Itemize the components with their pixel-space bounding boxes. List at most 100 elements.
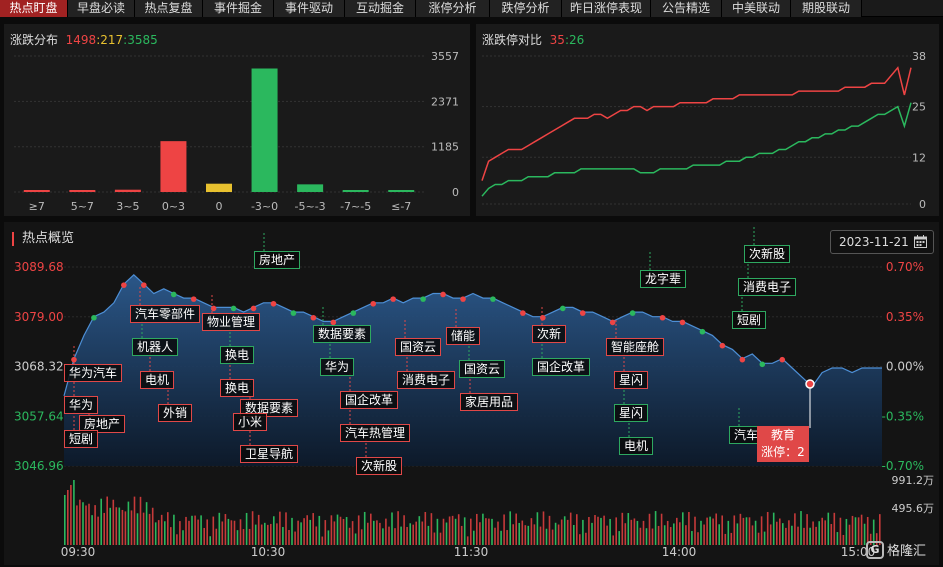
event-dot[interactable] xyxy=(350,310,357,316)
y-tick-label: 25 xyxy=(912,101,926,114)
hot-tag[interactable]: 次新 xyxy=(532,325,567,343)
event-dot[interactable] xyxy=(579,310,586,316)
volume-bar xyxy=(333,521,336,545)
hot-tag[interactable]: 华为 xyxy=(320,358,355,376)
event-dot[interactable] xyxy=(559,305,566,312)
tab-6[interactable]: 涨停分析 xyxy=(416,0,490,17)
volume-bar xyxy=(669,527,672,545)
hot-tag[interactable]: 短剧 xyxy=(64,430,99,448)
hot-tag[interactable]: 汽车零部件 xyxy=(130,305,201,323)
volume-bar xyxy=(79,499,81,545)
event-dot[interactable] xyxy=(739,356,746,363)
event-dot[interactable] xyxy=(520,310,526,316)
tab-9[interactable]: 公告精选 xyxy=(651,0,722,17)
hot-tag[interactable]: 换电 xyxy=(220,346,255,364)
tab-10[interactable]: 中美联动 xyxy=(722,0,791,17)
volume-bar xyxy=(442,518,445,545)
event-dot[interactable] xyxy=(659,314,666,321)
event-dot[interactable] xyxy=(779,356,786,363)
hot-tag[interactable]: 消费电子 xyxy=(738,278,797,296)
tab-3[interactable]: 事件掘金 xyxy=(203,0,274,17)
date-picker[interactable]: 2023-11-21 xyxy=(830,230,934,254)
tab-5[interactable]: 互动掘金 xyxy=(345,0,416,17)
hot-tag[interactable]: 国资云 xyxy=(395,338,442,356)
volume-bar xyxy=(336,514,339,545)
hot-tag[interactable]: 国资云 xyxy=(459,360,506,378)
volume-bar xyxy=(833,512,836,545)
event-dot[interactable] xyxy=(609,319,616,326)
event-dot[interactable] xyxy=(91,314,97,321)
hot-tag[interactable]: 电机 xyxy=(140,371,175,389)
hot-tag[interactable]: 星闪 xyxy=(614,371,649,389)
tab-8[interactable]: 昨日涨停表现 xyxy=(562,0,651,17)
volume-bar xyxy=(439,532,442,545)
event-dot[interactable] xyxy=(230,305,237,312)
hot-tag[interactable]: 数据要素 xyxy=(240,399,299,417)
volume-bar xyxy=(803,527,805,545)
volume-bar xyxy=(324,520,327,545)
volume-bar xyxy=(200,515,202,545)
event-dot[interactable] xyxy=(719,342,726,349)
event-dot[interactable] xyxy=(629,310,636,316)
tab-1[interactable]: 早盘必读 xyxy=(68,0,135,17)
event-dot[interactable] xyxy=(699,328,706,335)
hot-tag[interactable]: 智能座舱 xyxy=(606,338,665,356)
hot-tag[interactable]: 星闪 xyxy=(614,404,649,422)
hot-tag[interactable]: 消费电子 xyxy=(397,371,456,389)
hot-tag[interactable]: 次新股 xyxy=(356,457,403,475)
volume-bar xyxy=(618,531,620,545)
hot-tag[interactable]: 汽车热管理 xyxy=(340,424,411,442)
hot-tag[interactable]: 次新股 xyxy=(744,245,791,263)
event-dot[interactable] xyxy=(121,282,127,288)
tab-11[interactable]: 期股联动 xyxy=(791,0,862,17)
tab-7[interactable]: 跌停分析 xyxy=(490,0,562,17)
event-dot[interactable] xyxy=(390,296,396,302)
event-dot[interactable] xyxy=(270,300,277,307)
hot-tag[interactable]: 机器人 xyxy=(132,338,179,356)
hot-tag[interactable]: 房地产 xyxy=(254,251,301,269)
event-dot[interactable] xyxy=(490,296,496,302)
hot-tag[interactable]: 房地产 xyxy=(79,415,126,433)
event-dot[interactable] xyxy=(170,291,177,298)
hot-tag[interactable]: 卫星导航 xyxy=(240,445,299,463)
hot-tag[interactable]: 换电 xyxy=(220,379,255,397)
hot-tag[interactable]: 家居用品 xyxy=(460,393,519,411)
time-tick-label: 14:00 xyxy=(662,545,697,559)
event-dot[interactable] xyxy=(440,291,446,298)
volume-bar xyxy=(782,523,784,545)
hot-tag[interactable]: 国企改革 xyxy=(532,358,591,376)
event-dot[interactable] xyxy=(141,282,147,288)
event-dot[interactable] xyxy=(540,314,546,321)
tab-4[interactable]: 事件驱动 xyxy=(274,0,345,17)
event-dot[interactable] xyxy=(250,305,257,312)
hot-tag[interactable]: 小米 xyxy=(233,413,268,431)
volume-bar xyxy=(591,522,593,545)
hot-tag[interactable]: 储能 xyxy=(446,327,481,345)
hot-tag[interactable]: 短剧 xyxy=(732,311,767,329)
event-dot[interactable] xyxy=(330,319,337,326)
hot-tag[interactable]: 国企改革 xyxy=(340,391,399,409)
event-dot[interactable] xyxy=(460,296,466,302)
event-dot[interactable] xyxy=(190,296,197,302)
event-dot[interactable] xyxy=(290,310,297,316)
event-dot[interactable] xyxy=(679,319,686,326)
calendar-icon[interactable] xyxy=(914,235,927,248)
hot-tag[interactable]: 华为 xyxy=(64,396,99,414)
tab-0[interactable]: 热点盯盘 xyxy=(0,0,68,17)
event-dot[interactable] xyxy=(420,296,426,302)
event-dot[interactable] xyxy=(370,300,377,307)
hot-tag[interactable]: 华为汽车 xyxy=(64,364,123,382)
hot-tag[interactable]: 龙字辈 xyxy=(640,270,687,288)
hot-tag[interactable]: 数据要素 xyxy=(313,325,372,343)
event-dot[interactable] xyxy=(759,361,766,368)
volume-bar xyxy=(221,521,224,545)
volume-bar xyxy=(345,517,348,545)
volume-bar xyxy=(109,507,111,545)
tab-2[interactable]: 热点复盘 xyxy=(135,0,203,17)
hot-tag[interactable]: 外销 xyxy=(158,404,193,422)
volume-bar xyxy=(206,519,208,545)
dist-bar xyxy=(69,190,96,192)
hot-tag[interactable]: 电机 xyxy=(619,437,654,455)
hot-tag[interactable]: 物业管理 xyxy=(202,313,261,331)
event-dot[interactable] xyxy=(310,314,317,321)
